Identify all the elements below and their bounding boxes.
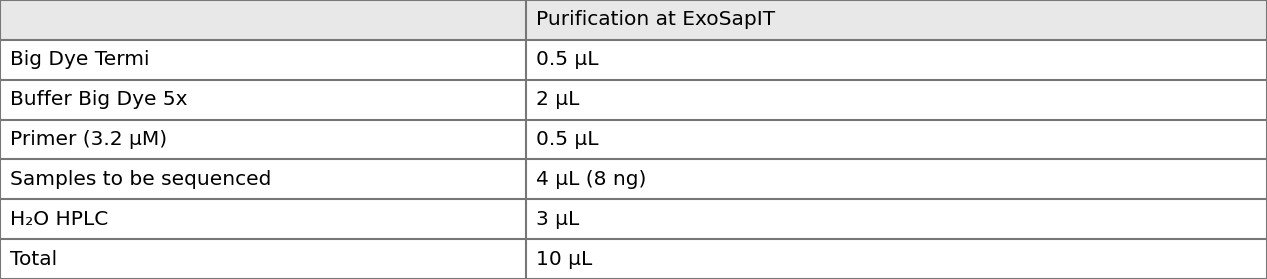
Text: 2 μL: 2 μL [536,90,579,109]
Text: 3 μL: 3 μL [536,210,579,229]
Text: Purification at ExoSapIT: Purification at ExoSapIT [536,10,775,29]
Bar [0,120,526,159]
Bar [526,120,1267,159]
Text: Big Dye Termi: Big Dye Termi [10,50,150,69]
Bar [526,40,1267,80]
Text: Samples to be sequenced: Samples to be sequenced [10,170,271,189]
Text: 4 μL (8 ng): 4 μL (8 ng) [536,170,646,189]
Text: Primer (3.2 μM): Primer (3.2 μM) [10,130,167,149]
Bar [0,0,526,40]
Bar [0,159,526,199]
Bar [0,80,526,120]
Text: H₂O HPLC: H₂O HPLC [10,210,109,229]
Text: 0.5 μL: 0.5 μL [536,50,598,69]
Bar [526,0,1267,40]
Text: 10 μL: 10 μL [536,250,592,269]
Bar [526,159,1267,199]
Bar [0,199,526,239]
Bar [0,40,526,80]
Bar [526,80,1267,120]
Text: 0.5 μL: 0.5 μL [536,130,598,149]
Bar [526,199,1267,239]
Bar [0,239,526,279]
Text: Buffer Big Dye 5x: Buffer Big Dye 5x [10,90,188,109]
Text: Total: Total [10,250,57,269]
Bar [526,239,1267,279]
